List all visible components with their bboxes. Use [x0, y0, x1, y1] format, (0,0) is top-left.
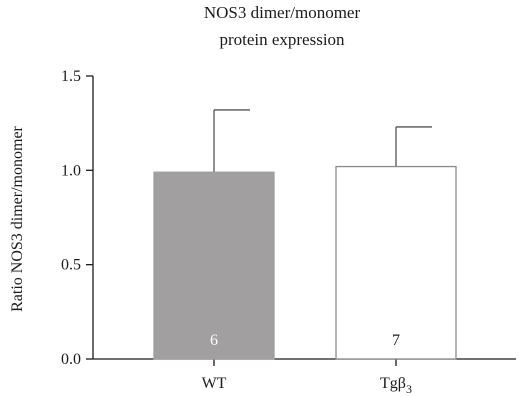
y-tick-label: 0.0	[61, 351, 81, 368]
y-axis: 0.0 0.5 1.0 1.5	[61, 68, 94, 368]
x-category-label-text: Tgβ	[380, 375, 406, 392]
y-tick-label: 1.5	[61, 68, 81, 85]
y-axis-label: Ratio NOS3 dimer/monomer	[9, 125, 26, 311]
bars	[153, 165, 457, 360]
error-bars	[213, 109, 432, 173]
chart-title-line-1: NOS3 dimer/monomer	[204, 3, 361, 22]
bar-tg3	[335, 165, 457, 360]
x-category-label-text: WT	[202, 375, 227, 392]
bar-n-label: 6	[210, 332, 218, 349]
x-axis	[93, 358, 516, 366]
y-tick-label: 1.0	[61, 162, 81, 179]
category-labels: WT Tgβ3	[202, 375, 412, 396]
x-category-label: WT	[202, 375, 227, 392]
x-category-label: Tgβ3	[380, 375, 412, 396]
bar-wt	[153, 171, 275, 360]
y-tick-label: 0.5	[61, 257, 81, 274]
chart-title-line-2: protein expression	[219, 30, 345, 49]
bar-n-label: 7	[392, 332, 400, 349]
x-category-label-subscript: 3	[406, 382, 412, 396]
